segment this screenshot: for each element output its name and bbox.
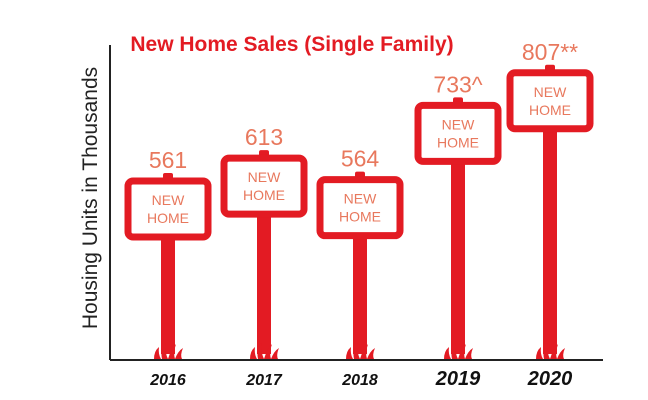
sign-text-new: NEW [248, 169, 281, 185]
grass-tuft-icon [444, 343, 473, 359]
x-tick-label: 2019 [435, 368, 481, 390]
for-sale-sign-icon [414, 101, 502, 165]
sign-text-new: NEW [442, 116, 475, 132]
x-tick-label: 2016 [149, 372, 186, 389]
sign-text-new: NEW [344, 191, 377, 207]
x-tick-label: 2017 [245, 372, 283, 389]
sign-text-new: NEW [152, 192, 185, 208]
value-label: 807** [522, 39, 578, 65]
y-axis-label: Housing Units in Thousands [79, 67, 102, 329]
value-label: 613 [245, 124, 283, 150]
sign-text-home: HOME [147, 210, 189, 226]
grass-tuft-icon [346, 343, 375, 359]
sign-text-home: HOME [339, 209, 381, 225]
for-sale-sign-icon [506, 69, 594, 133]
value-label: 733^ [433, 71, 482, 97]
grass-tuft-icon [536, 343, 565, 359]
for-sale-sign-icon [220, 154, 308, 218]
for-sale-sign-icon [316, 176, 404, 240]
sign-text-home: HOME [243, 187, 285, 203]
grass-tuft-icon [250, 343, 279, 359]
sign-pole [543, 126, 557, 354]
sign-marks: NEW HOME 561 2016 NEW HOME 613 2017 NEW HOME 564 20… [124, 39, 594, 390]
chart-title: New Home Sales (Single Family) [130, 33, 453, 56]
sign-pole [257, 212, 271, 354]
x-tick-label: 2020 [527, 368, 573, 390]
sign-text-new: NEW [534, 84, 567, 100]
sign-text-home: HOME [437, 134, 479, 150]
grass-tuft-icon [154, 343, 183, 359]
sign-pole [161, 235, 175, 354]
for-sale-sign-icon [124, 177, 212, 241]
value-label: 561 [149, 147, 187, 173]
sign-pole [353, 233, 367, 354]
sign-text-home: HOME [529, 102, 571, 118]
sign-pole [451, 159, 465, 354]
x-tick-label: 2018 [341, 372, 378, 389]
value-label: 564 [341, 146, 380, 172]
